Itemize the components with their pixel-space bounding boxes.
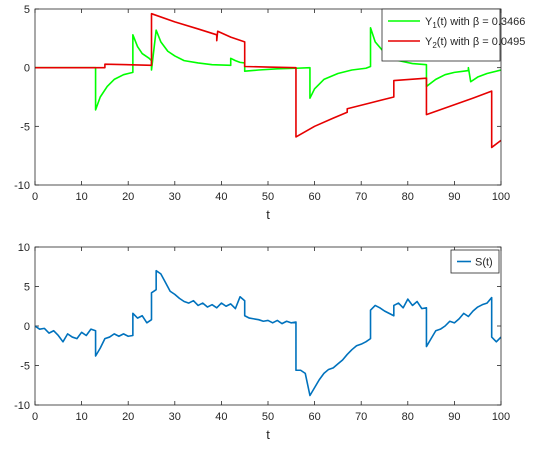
x-tick-label: 60 — [308, 411, 320, 423]
x-axis-label: t — [266, 427, 270, 442]
legend-box — [450, 249, 500, 274]
series-line-2 — [35, 12, 501, 149]
series-line-1 — [35, 269, 501, 397]
x-tick-label: 30 — [169, 191, 181, 203]
legend-label-1: S(t) — [475, 257, 493, 269]
x-tick-label: 90 — [448, 411, 460, 423]
chart-2: 0 10 20 30 40 50 60 70 80 90 100 -10 -5 0 5 10 t S(t) — [14, 242, 510, 442]
x-tick-label: 80 — [402, 411, 414, 423]
y-tick-label: 5 — [24, 4, 30, 16]
axes-box — [34, 246, 502, 406]
x-tick-label: 0 — [32, 191, 38, 203]
y-tick-label: -10 — [14, 400, 30, 412]
legend: Y1(t) with β = 0.3466 Y2(t) with β = 0.04… — [381, 8, 525, 62]
y-tick-label: -5 — [20, 361, 30, 373]
x-tick-label: 80 — [402, 191, 414, 203]
x-tick-label: 50 — [262, 411, 274, 423]
axes-box — [34, 8, 502, 186]
x-axis-label: t — [266, 207, 270, 222]
x-tick-label: 20 — [122, 191, 134, 203]
y-tick-label: -10 — [14, 180, 30, 192]
y-tick-label: 0 — [24, 321, 30, 333]
x-tick-label: 40 — [215, 411, 227, 423]
x-tick-label: 10 — [75, 411, 87, 423]
x-tick-label: 60 — [308, 191, 320, 203]
x-tick-label: 70 — [355, 411, 367, 423]
series-line-1 — [35, 26, 501, 111]
y-tick-label: -5 — [20, 121, 30, 133]
x-tick-label: 10 — [75, 191, 87, 203]
x-tick-label: 70 — [355, 191, 367, 203]
x-tick-label: 100 — [492, 191, 510, 203]
x-tick-label: 0 — [32, 411, 38, 423]
y-tick-label: 5 — [24, 282, 30, 294]
y-tick-label: 10 — [18, 242, 30, 254]
x-tick-label: 100 — [492, 411, 510, 423]
x-tick-label: 90 — [448, 191, 460, 203]
chart-1: 0 10 20 30 40 50 60 70 80 90 100 -10 -5 0 5 t Y1(t) with… — [14, 4, 525, 222]
x-tick-label: 20 — [122, 411, 134, 423]
x-tick-label: 50 — [262, 191, 274, 203]
legend-label-1: Y1(t) with β = 0.3466 — [425, 16, 525, 30]
y-tick-label: 0 — [24, 63, 30, 75]
plot-area — [35, 247, 501, 405]
legend-label-2: Y2(t) with β = 0.0495 — [425, 36, 525, 50]
x-tick-label: 30 — [169, 411, 181, 423]
x-tick-label: 40 — [215, 191, 227, 203]
legend: S(t) — [450, 249, 500, 274]
legend-box — [381, 8, 501, 62]
